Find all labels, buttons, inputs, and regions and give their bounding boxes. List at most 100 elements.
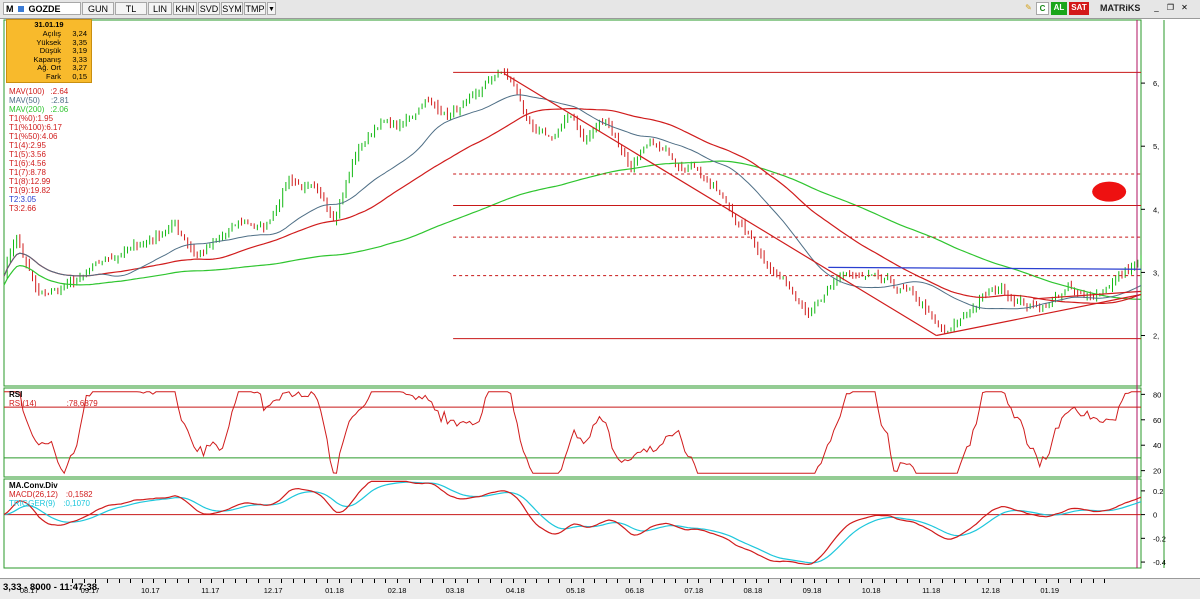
time-axis-tick [385,579,387,583]
mav200-line [3,160,1142,300]
main-panel-frame [3,19,1142,387]
indicator-label: MAV(200) [9,105,45,114]
time-axis-label: 10.18 [861,586,881,595]
pencil-icon[interactable]: ✎ [1025,3,1032,12]
ohlc-row: Kapanış 3,33 [7,54,91,65]
time-axis-tick [130,579,132,583]
mav100-line [3,107,1142,304]
time-axis-tick [965,579,967,583]
macd-y-tick-label: -0.2 [1153,534,1166,543]
chart-area[interactable]: 2, 3, 4, 5, 6, 20 40 60 80 -0.4 -0.2 0 0.2 [0,0,1200,578]
time-axis-tick [930,579,932,583]
indicator-t1-6: T1(6):4.56 [9,159,46,168]
toolbar: M GOZDE GUN TL LIN KHN SVD SYM TMP ▼ ✎ C… [0,0,1200,19]
time-axis-tick [907,579,909,583]
time-axis-label: 07.18 [684,586,704,595]
close-icon[interactable]: ✕ [1181,3,1188,12]
macd-panel-frame [3,478,1142,569]
time-axis-tick [837,579,839,583]
time-axis-tick [83,579,85,583]
time-axis-label: 08.17 [19,586,39,595]
macd-y-tick-label: -0.4 [1153,558,1166,567]
sell-button[interactable]: SAT [1069,2,1089,15]
time-axis-tick [721,579,723,583]
template-dropdown-icon[interactable]: ▼ [267,2,276,15]
time-axis-tick [431,579,433,583]
period-button[interactable]: GUN [82,2,114,15]
time-axis-tick [199,579,201,583]
trend-line [503,73,937,337]
restore-icon[interactable]: ❐ [1166,3,1175,12]
trend-line [828,266,1142,270]
mav50-line [3,94,1142,310]
time-axis-tick [454,579,456,583]
macd-y-tick-label: 0 [1153,511,1157,520]
macd-label: MACD(26,12) [9,490,58,499]
rsi-y-tick-label: 60 [1153,416,1161,425]
minimize-icon[interactable]: _ [1154,3,1159,12]
macd-value: :0,1582 [65,490,93,499]
time-axis-label: 01.18 [325,586,344,595]
time-axis-tick [652,579,654,583]
ohlc-label: Ağ. Ort [37,63,61,73]
buy-button[interactable]: AL [1051,2,1067,15]
time-axis-label: 11.18 [922,586,941,595]
time-axis-label: 01.19 [1040,586,1060,595]
khn-button[interactable]: KHN [173,2,197,15]
time-axis-tick [791,579,793,583]
time-axis-tick [257,579,259,583]
sym-button[interactable]: SYM [221,2,243,15]
trigger-legend: TRIGGER(9):0,1070 [9,499,90,508]
time-axis-tick [338,579,340,583]
time-axis-tick [478,579,480,583]
rsi-panel-frame [3,387,1142,478]
time-axis-tick [686,579,688,583]
time-axis-tick [1092,579,1094,583]
ohlc-row: Düşük 3,19 [7,47,91,56]
svd-button[interactable]: SVD [198,2,220,15]
time-axis-tick [710,579,712,583]
rsi-panel-title: RSI [9,390,23,399]
time-axis-tick [362,579,364,583]
indicator-mav200: MAV(200):2.06 [9,105,68,114]
main-y-tick-label: 2, [1153,332,1159,341]
indicator-t1-100: T1(%100):6.17 [9,123,62,132]
time-axis-tick [501,579,503,583]
time-axis-tick [814,579,816,583]
time-axis-tick [1104,579,1106,583]
time-axis-tick [304,579,306,583]
time-axis-tick [396,579,398,583]
time-axis-tick [872,579,874,583]
time-axis-label: 06.18 [625,586,645,595]
time-axis-tick [1011,579,1013,583]
time-axis-label: 08.18 [743,586,763,595]
ohlc-row: Yüksek 3,35 [7,38,91,48]
symbol-field[interactable]: M GOZDE [3,2,81,15]
time-axis-tick [211,579,213,583]
time-axis-label: 04.18 [505,586,525,595]
ohlc-label: Kapanış [33,54,61,64]
time-axis-tick [246,579,248,583]
template-button[interactable]: TMP [244,2,266,15]
time-axis-tick [976,579,978,583]
main-y-tick-label: 3, [1153,268,1159,277]
time-axis-tick [698,579,700,583]
c-button[interactable]: C [1036,2,1049,15]
time-axis-tick [512,579,514,583]
trigger-line [3,481,1142,564]
trigger-label: TRIGGER(9) [9,499,56,508]
main-y-tick-label: 6, [1153,79,1159,88]
macd-line [3,480,1142,566]
status-bar: 3,33 - 8000 - 11:47:38 08.17 09.17 10.17 11… [0,578,1200,599]
time-axis-tick [547,579,549,583]
time-axis-label: 05.18 [566,586,585,595]
macd-panel-title: MA.Conv.Div [9,481,58,490]
ohlc-row: Açılış 3,24 [7,29,91,39]
time-axis-tick [895,579,897,583]
ohlc-value: 3,24 [72,29,87,38]
time-axis-tick [628,579,630,583]
rsi-line [4,391,1141,475]
scale-button[interactable]: LIN [148,2,172,15]
currency-button[interactable]: TL [115,2,147,15]
